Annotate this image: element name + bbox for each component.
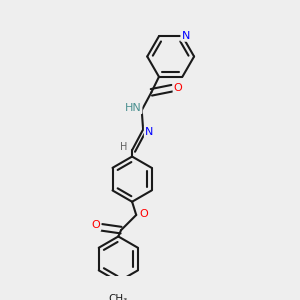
Text: O: O [91,220,100,230]
Text: O: O [140,208,148,219]
Text: N: N [145,127,153,137]
Text: N: N [182,31,190,41]
Text: O: O [174,83,182,93]
Text: H: H [120,142,127,152]
Text: CH₃: CH₃ [109,294,128,300]
Text: HN: HN [124,103,141,113]
